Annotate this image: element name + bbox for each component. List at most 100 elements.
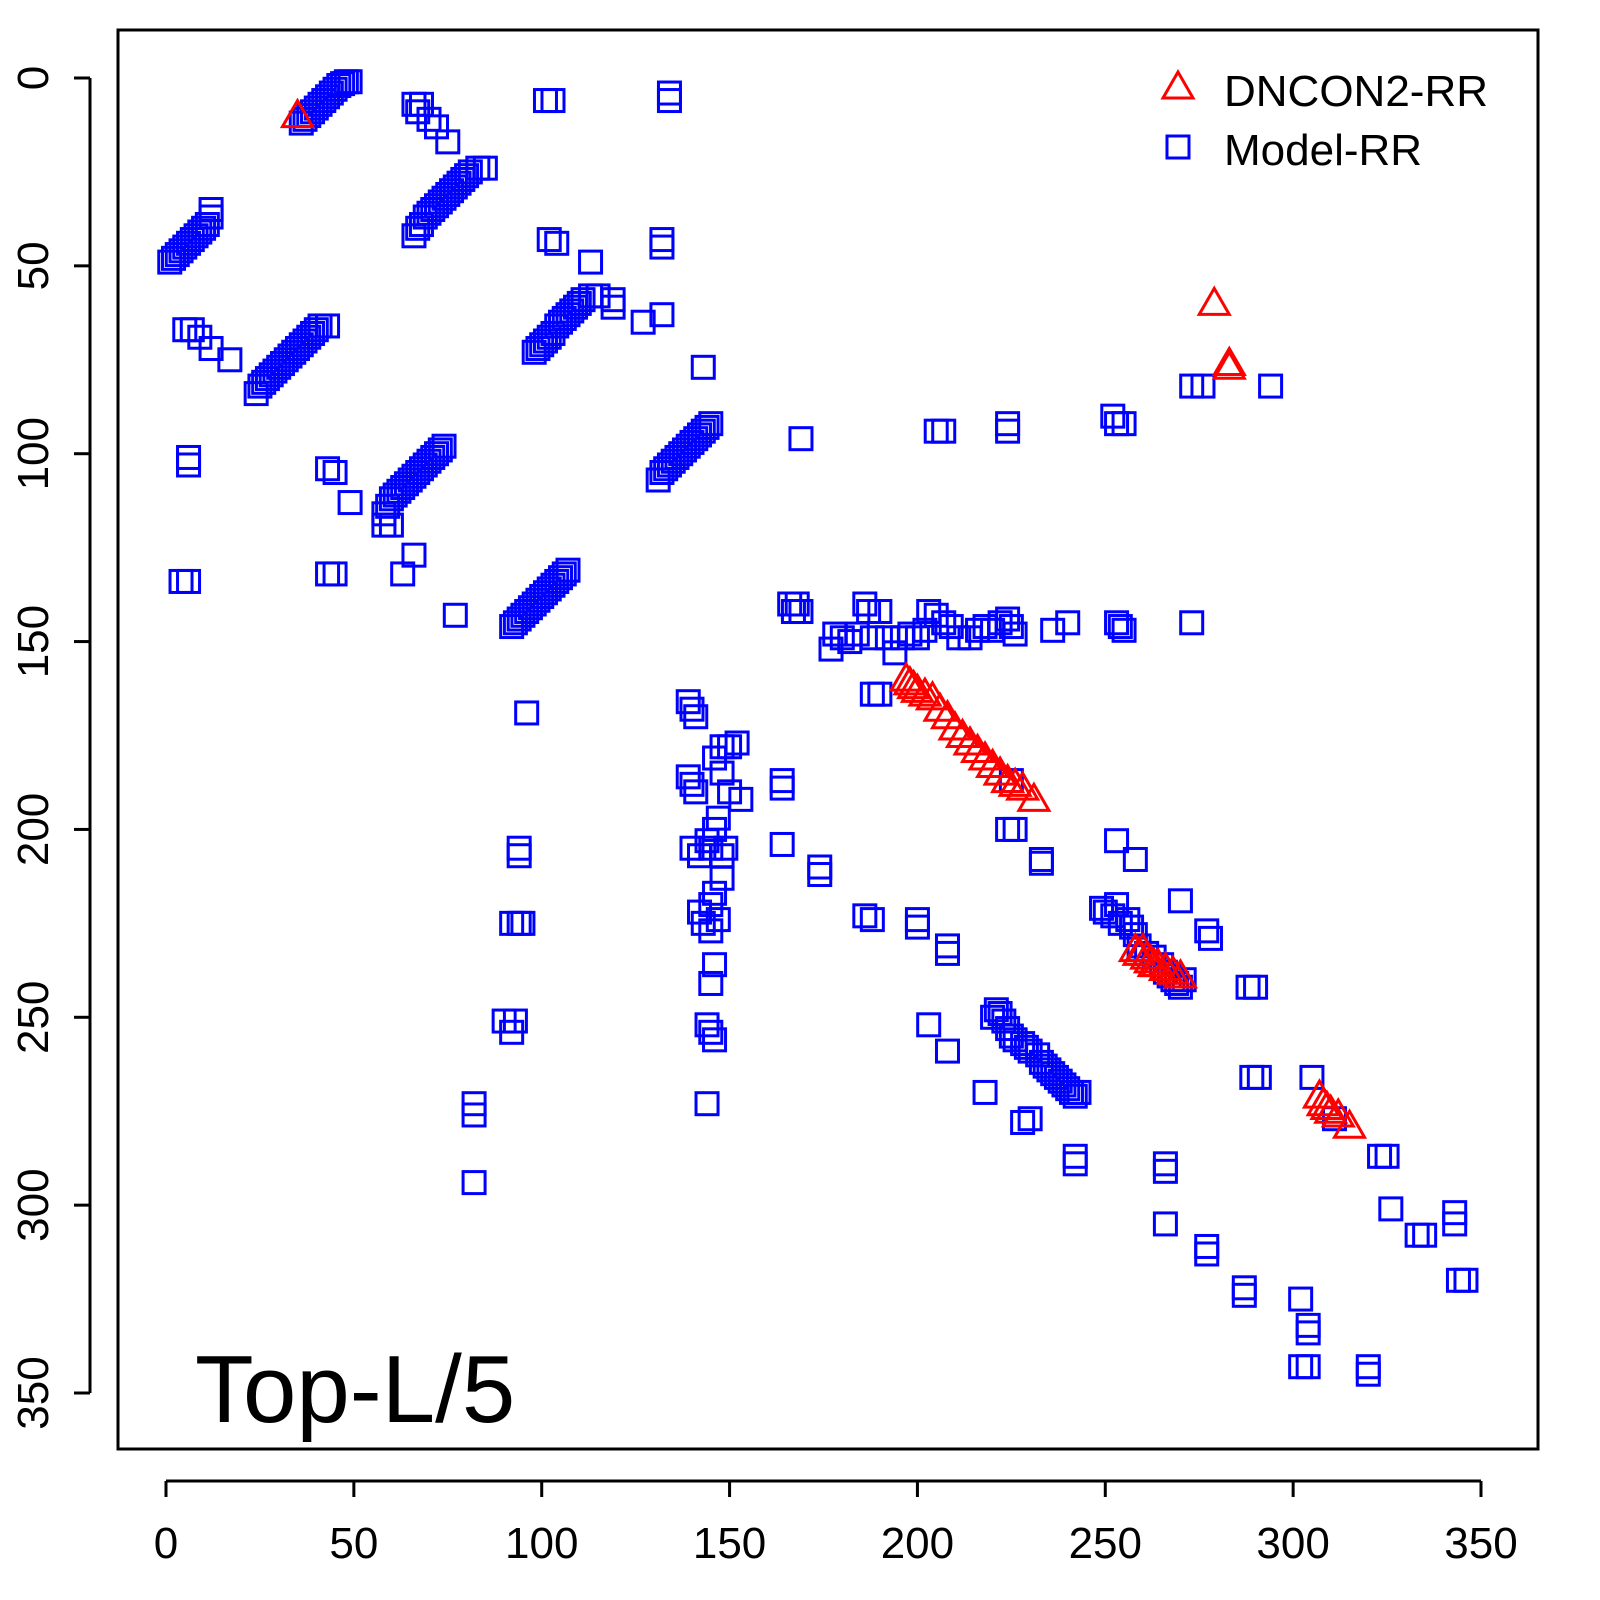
model-rr-point [683,779,709,805]
model-rr-point [472,155,498,181]
model-rr-point [1404,1222,1430,1248]
model-rr-point [1062,1151,1088,1177]
model-rr-point [330,71,356,97]
model-rr-point [198,197,224,222]
model-rr-point [867,599,893,625]
model-rr-point [1295,1354,1321,1380]
model-rr-point [683,704,709,730]
model-rr-point [882,640,908,666]
model-rr-point [690,910,716,936]
model-rr-point [1010,1109,1036,1135]
model-rr-point [784,591,810,617]
model-rr-point [649,234,675,260]
model-rr-point [1017,1106,1043,1132]
model-rr-point [510,910,536,936]
model-rr-point [769,775,795,801]
dncon2-rr-point [997,766,1033,797]
model-rr-point [656,80,682,106]
dncon2-rr-point [1016,781,1052,812]
model-rr-point [1028,850,1054,876]
model-rr-point [435,129,461,155]
dncon2-rr-point [279,97,316,129]
model-rr-point [972,1079,998,1105]
dncon2-rr-point [907,676,943,707]
model-rr-point [1002,816,1028,842]
model-rr-point [1355,1354,1381,1380]
y-tick-label: 100 [9,417,58,490]
model-rr-point [852,591,878,617]
model-rr-point [1258,373,1284,399]
model-rr-point [1295,1320,1321,1346]
x-tick-label: 250 [1069,1519,1142,1568]
model-rr-point [1412,1222,1438,1248]
model-rr-point [769,768,795,794]
model-rr-point [694,1012,720,1038]
plot-frame [116,28,1540,1451]
model-rr-point [1179,610,1205,636]
model-rr-point [536,227,562,253]
dncon2-rr-point [1313,1093,1349,1124]
model-rr-point [1243,974,1269,1000]
model-rr-point [709,865,735,891]
model-rr-point [702,1027,728,1053]
model-rr-point [709,760,735,786]
model-rr-point [1453,1267,1479,1293]
model-rr-point [705,907,731,933]
dncon2-rr-point [1005,770,1041,801]
model-rr-point [315,313,341,339]
y-tick-label: 0 [9,66,58,90]
model-rr-point [788,426,814,452]
model-rr-point [502,1008,528,1034]
model-rr-point [698,411,724,437]
model-rr-point [656,88,682,114]
model-rr-point [176,568,202,594]
model-rr-point [1194,1241,1220,1267]
model-rr-point [694,1091,720,1117]
data-marks [157,69,1479,1387]
model-rr-point [702,745,728,771]
model-rr-point [724,730,750,756]
model-rr-point [1040,617,1066,643]
model-rr-point [1111,411,1137,437]
model-rr-point [694,828,720,854]
model-rr-point [457,159,483,185]
model-rr-point [859,625,885,651]
model-rr-point [1197,925,1223,951]
model-rr-point [337,490,363,516]
axes: 0 50 100 150 200 250 300 350 0 50 100 150 200 250 300 3… [9,66,1518,1568]
model-rr-point [998,614,1024,640]
model-rr-point [578,249,604,275]
dncon2-rr-point [952,725,988,756]
model-rr-point [555,557,581,583]
dncon2-rr-point [1211,349,1247,380]
model-rr-point [923,418,949,444]
model-rr-point [649,302,675,328]
model-rr-point [829,625,855,651]
x-tick-label: 150 [693,1519,766,1568]
dncon2-rr-point [1211,345,1247,377]
model-rr-point [1152,1158,1178,1184]
model-rr-point [1288,1354,1314,1380]
model-rr-point [690,354,716,380]
model-rr-point [1115,907,1141,933]
model-rr-point [675,764,701,790]
model-rr-point [179,317,205,343]
model-rr-point [1062,1083,1088,1109]
model-rr-point [1288,1286,1314,1312]
model-rr-point [1299,1064,1325,1090]
model-rr-point [931,610,957,636]
model-rr-point [995,418,1021,444]
legend-label-dncon2: DNCON2-RR [1224,67,1488,116]
model-rr-point [1104,610,1130,636]
model-rr-point [1231,1282,1257,1308]
dncon2-rr-point [1147,950,1183,981]
model-rr-point [427,437,453,463]
model-rr-point [315,561,341,587]
model-rr-point [315,456,341,482]
model-rr-point [514,700,540,726]
x-tick-label: 100 [505,1519,578,1568]
model-rr-point [461,1170,487,1196]
y-tick-label: 150 [9,605,58,678]
dncon2-rr-point [959,732,996,764]
